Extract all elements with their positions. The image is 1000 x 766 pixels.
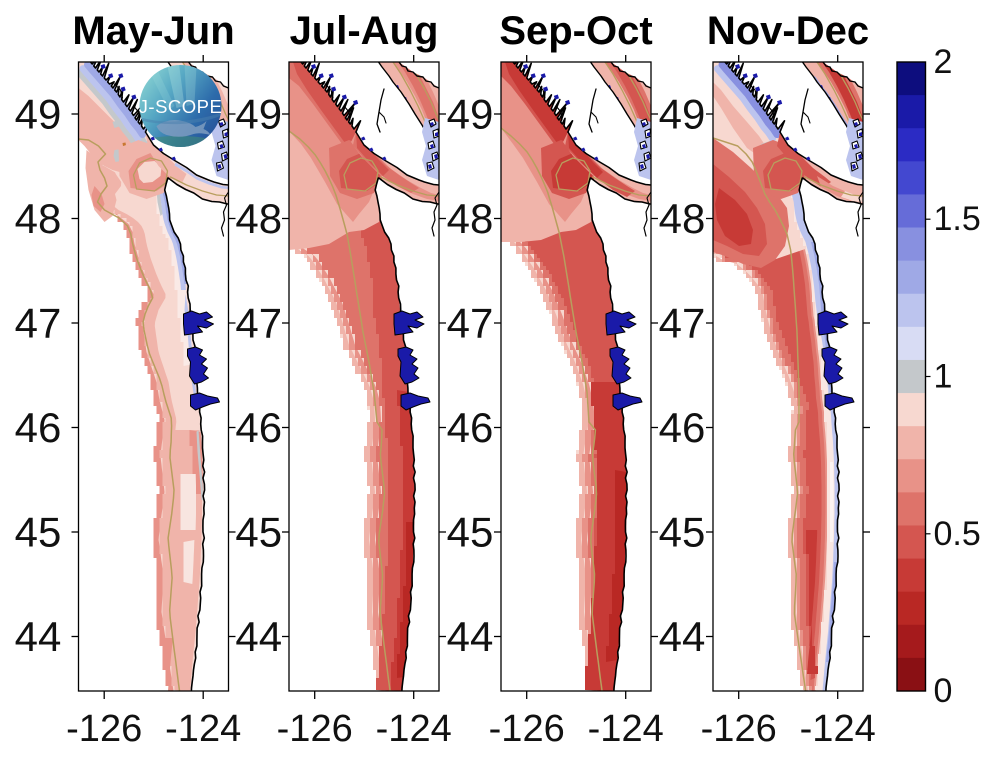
svg-text:44: 44 [15,613,62,660]
svg-text:-124: -124 [165,708,241,750]
svg-text:49: 49 [235,91,282,138]
svg-text:1.5: 1.5 [934,200,981,238]
svg-text:-126: -126 [277,708,353,750]
svg-text:-126: -126 [489,708,565,750]
svg-text:46: 46 [447,404,494,451]
svg-text:-124: -124 [800,708,876,750]
svg-text:49: 49 [447,91,494,138]
svg-text:44: 44 [235,613,282,660]
svg-text:-124: -124 [376,708,452,750]
svg-text:45: 45 [235,509,282,556]
svg-text:45: 45 [15,509,62,556]
svg-text:45: 45 [659,509,706,556]
svg-text:J-SCOPE: J-SCOPE [139,96,223,117]
svg-text:-124: -124 [588,708,664,750]
svg-text:0: 0 [934,672,953,710]
svg-text:0.5: 0.5 [934,515,981,553]
svg-text:48: 48 [15,195,62,242]
svg-text:Nov-Dec: Nov-Dec [707,9,869,53]
svg-text:47: 47 [235,300,282,347]
svg-text:45: 45 [447,509,494,556]
svg-text:46: 46 [15,404,62,451]
svg-text:1: 1 [934,358,953,396]
svg-text:44: 44 [447,613,494,660]
svg-text:-126: -126 [701,708,777,750]
svg-text:47: 47 [447,300,494,347]
svg-text:49: 49 [659,91,706,138]
svg-text:44: 44 [659,613,706,660]
svg-text:46: 46 [235,404,282,451]
svg-text:49: 49 [15,91,62,138]
svg-text:47: 47 [659,300,706,347]
svg-text:Jul-Aug: Jul-Aug [290,9,439,53]
svg-text:Sep-Oct: Sep-Oct [499,9,652,53]
svg-text:48: 48 [659,195,706,242]
svg-text:2: 2 [934,43,953,81]
svg-text:48: 48 [447,195,494,242]
svg-text:48: 48 [235,195,282,242]
svg-text:-126: -126 [66,708,142,750]
svg-text:47: 47 [15,300,62,347]
svg-text:46: 46 [659,404,706,451]
svg-text:May-Jun: May-Jun [72,9,234,53]
